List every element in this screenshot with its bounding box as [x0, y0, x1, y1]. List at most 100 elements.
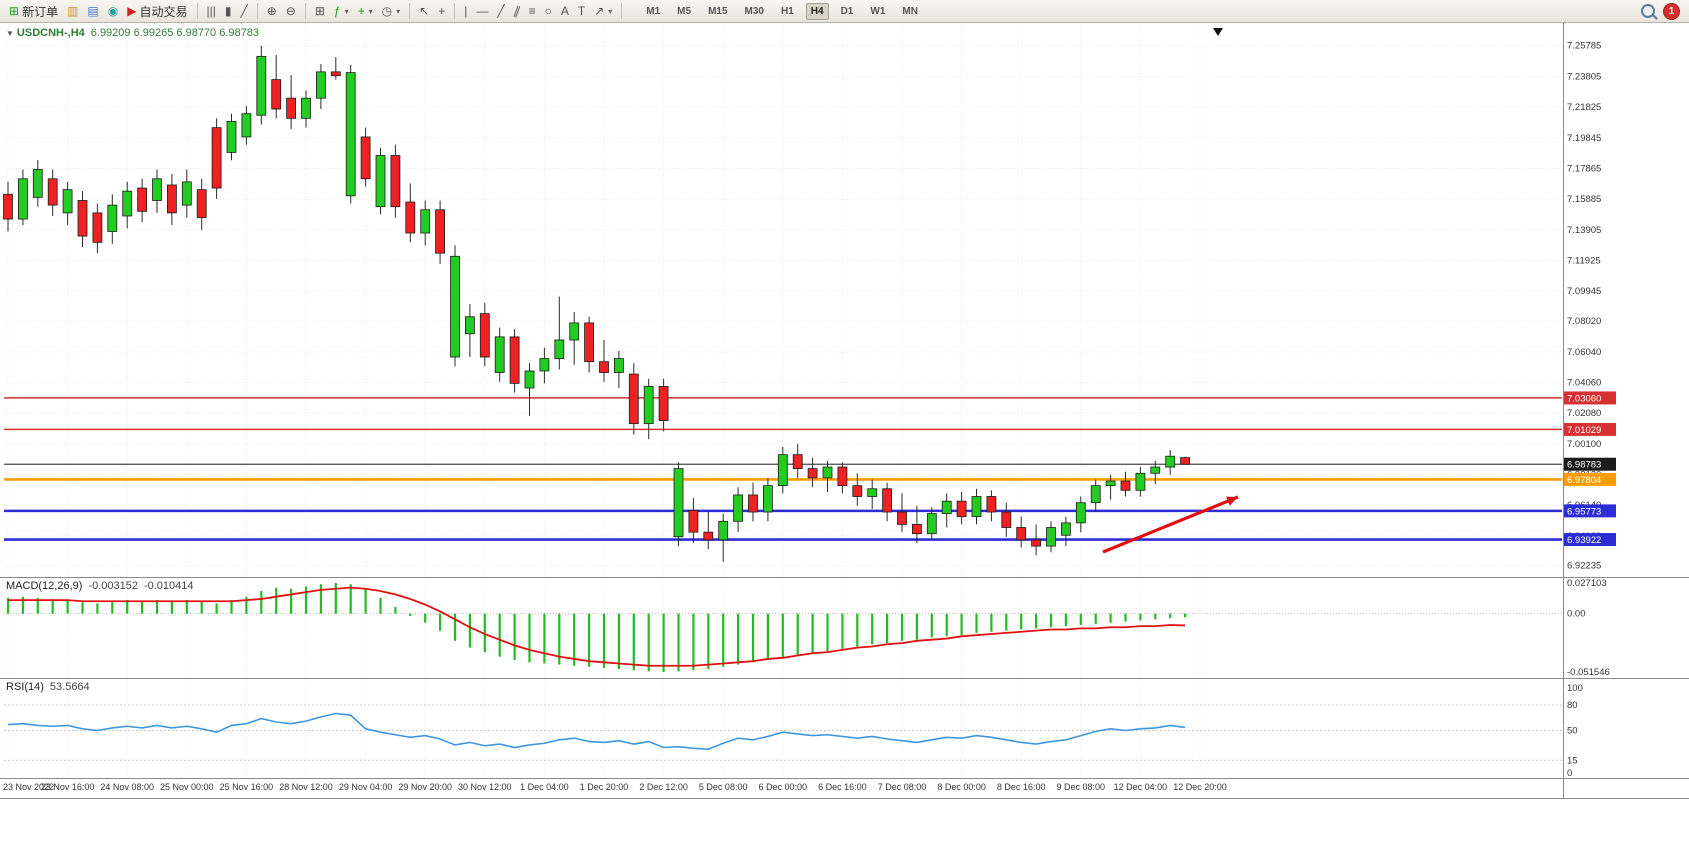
tile-windows-button[interactable]: ⊞ — [311, 2, 329, 21]
timeframe-m15[interactable]: M15 — [708, 5, 728, 17]
candle-body — [688, 510, 699, 533]
print-button[interactable]: ▤ — [83, 2, 102, 21]
candle-body — [211, 127, 222, 189]
macd-header: MACD(12,26,9) -0.003152 -0.010414 — [6, 580, 194, 592]
timeframe-h1[interactable]: H1 — [780, 5, 794, 17]
candle-body — [77, 200, 88, 237]
timeframe-d1[interactable]: D1 — [840, 5, 854, 17]
toolbar-separator — [409, 3, 411, 19]
line-chart-icon: ╱ — [240, 4, 248, 18]
zoom-in-icon: ⊕ — [266, 4, 277, 18]
price-axis-label: 7.09945 — [1567, 286, 1601, 297]
candle-body — [614, 358, 624, 373]
rsi-line — [7, 712, 1186, 751]
chart-menu-icon[interactable]: ▼ — [6, 29, 14, 38]
candle-body — [658, 386, 669, 421]
price-axis-label: 7.17865 — [1567, 163, 1601, 174]
trendline-tool[interactable]: ╱ — [493, 2, 508, 21]
vertical-line-tool[interactable]: | — [460, 2, 471, 21]
chevron-down-icon: ▾ — [344, 6, 349, 16]
zoom-out-button[interactable]: ⊖ — [282, 2, 300, 21]
price-axis-label: 7.08020 — [1567, 316, 1601, 327]
candle-body — [450, 255, 460, 358]
price-badge-label: 6.95773 — [1567, 506, 1601, 517]
zoom-in-button[interactable]: ⊕ — [263, 2, 281, 21]
timeframe-m30[interactable]: M30 — [744, 5, 764, 17]
rsi-value: 53.5664 — [49, 681, 90, 693]
candle-body — [17, 178, 28, 220]
symbol-quotes: 6.99209 6.99265 6.98770 6.98783 — [90, 27, 259, 39]
chevron-down-icon: ▾ — [396, 6, 401, 16]
search-icon[interactable] — [1641, 4, 1655, 18]
timeframe-h4[interactable]: H4 — [805, 2, 829, 20]
trend-arrow[interactable] — [1102, 495, 1239, 554]
arrows-tool[interactable]: ↗ ▾ — [590, 2, 616, 21]
timeframe-m1[interactable]: M1 — [646, 5, 661, 17]
indicators-button[interactable]: ƒ ▾ — [330, 2, 353, 21]
data-window-button[interactable]: ◉ — [104, 2, 122, 21]
time-axis-label: 6 Dec 16:00 — [818, 782, 867, 792]
price-axis-label: 7.23805 — [1567, 71, 1601, 82]
shapes-tool[interactable]: ○ — [541, 2, 556, 21]
text-tool[interactable]: A — [557, 2, 573, 21]
candle-body — [420, 209, 431, 234]
crosshair-button[interactable]: + — [434, 2, 449, 21]
add-object-button[interactable]: + ▾ — [354, 2, 377, 21]
time-axis-label: 23 Nov 16:00 — [41, 782, 95, 792]
price-badge-bg — [1564, 533, 1616, 547]
channel-icon: ∥ — [511, 3, 522, 19]
period-button[interactable]: ◷ ▾ — [378, 2, 405, 21]
price-axis-label: 7.11925 — [1567, 256, 1601, 267]
toolbar-separator — [454, 3, 456, 19]
time-axis-label: 1 Dec 20:00 — [580, 782, 629, 792]
auto-trading-button[interactable]: ▶ 自动交易 — [123, 2, 191, 21]
candle-body — [152, 178, 162, 201]
chart-shift-marker[interactable] — [1213, 28, 1223, 36]
new-order-button[interactable]: ⊞ 新订单 — [5, 2, 62, 21]
timeframe-mn[interactable]: MN — [902, 5, 918, 17]
candle-body — [1120, 480, 1131, 491]
candle-body — [375, 155, 386, 208]
market-watch-button[interactable]: ▥ — [63, 2, 82, 21]
candle-body — [912, 524, 922, 535]
candle-body — [494, 336, 505, 373]
timeframe-m5[interactable]: M5 — [677, 5, 692, 17]
bars-chart-type-button[interactable]: ||| — [203, 2, 220, 21]
channel-tool[interactable]: ∥ — [510, 2, 524, 21]
symbol-title: USDCNH-,H4 — [16, 27, 85, 39]
price-axis-label: 7.04060 — [1567, 377, 1601, 388]
candle-body — [897, 511, 907, 525]
candle-body — [1001, 511, 1012, 528]
macd-scale-label: -0.051546 — [1567, 667, 1610, 678]
time-axis-label: 23 Nov 2022 — [3, 782, 54, 792]
timeframe-w1[interactable]: W1 — [870, 5, 886, 17]
price-axis-label: 7.21825 — [1567, 102, 1601, 113]
candle-body — [405, 201, 416, 234]
time-axis-label: 5 Dec 08:00 — [699, 782, 748, 792]
label-tool[interactable]: T — [574, 2, 589, 21]
trend-arrow-line[interactable] — [1102, 495, 1239, 554]
candle-body — [196, 189, 207, 218]
price-badge: 6.95773 — [1564, 504, 1616, 517]
candles — [3, 45, 1190, 562]
price-badge: 6.93922 — [1564, 533, 1616, 547]
horizontal-line-tool[interactable]: — — [472, 2, 492, 21]
cursor-button[interactable]: ↖ — [415, 2, 433, 21]
candle-body — [986, 496, 997, 513]
fibonacci-icon: ≡ — [528, 4, 536, 18]
candle-body — [241, 113, 252, 138]
fibonacci-tool[interactable]: ≡ — [525, 2, 540, 21]
candle-body — [137, 187, 148, 212]
line-chart-type-button[interactable]: ╱ — [236, 2, 251, 21]
candle-body — [1061, 522, 1071, 536]
macd-signal-line — [8, 586, 1186, 667]
notification-badge[interactable]: 1 — [1663, 2, 1680, 20]
candle-body — [1046, 527, 1056, 547]
price-badge: 7.03060 — [1564, 391, 1616, 405]
candle-body — [718, 520, 729, 541]
candle-body — [345, 72, 356, 197]
candle-chart-type-button[interactable]: ▮ — [221, 2, 236, 21]
price-axis[interactable]: 7.25785 7.23805 7.21825 7.19845 7.17865 7.158… — [1564, 41, 1616, 572]
